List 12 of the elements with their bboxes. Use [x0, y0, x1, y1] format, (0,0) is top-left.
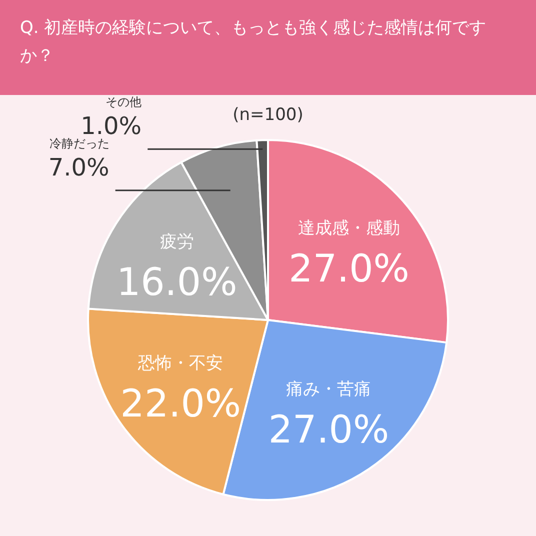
slice-label: その他	[106, 95, 142, 110]
data-label: 27.0%	[268, 407, 390, 452]
data-label: 27.0%	[288, 246, 410, 291]
slice-label: 痛み・苦痛	[286, 379, 372, 400]
slice-label: 恐怖・不安	[137, 353, 224, 374]
data-label: 7.0%	[48, 153, 110, 182]
slice-label: 疲労	[160, 232, 194, 252]
chart-title: Q. 初産時の経験について、もっとも強く感じた感情は何ですか？	[0, 0, 536, 95]
data-label: 16.0%	[116, 260, 238, 304]
data-label: 22.0%	[120, 381, 241, 426]
text: (n=100)	[232, 105, 304, 125]
slice-label: 達成感・感動	[298, 218, 400, 239]
